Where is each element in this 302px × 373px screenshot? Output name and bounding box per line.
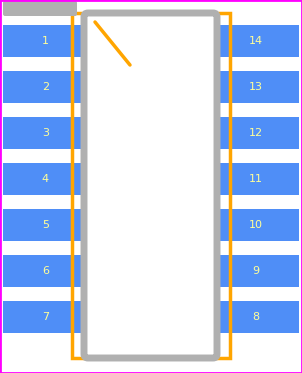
FancyBboxPatch shape xyxy=(3,1,77,16)
Bar xyxy=(213,209,299,241)
Bar xyxy=(213,25,299,57)
Bar xyxy=(3,255,88,287)
Text: 8: 8 xyxy=(252,312,259,322)
Bar xyxy=(213,255,299,287)
Bar xyxy=(213,301,299,333)
Text: 13: 13 xyxy=(249,82,263,92)
Text: 7: 7 xyxy=(42,312,49,322)
Text: 9: 9 xyxy=(252,266,259,276)
Bar xyxy=(3,117,88,149)
Bar xyxy=(3,209,88,241)
Text: 2: 2 xyxy=(42,82,49,92)
Text: 14: 14 xyxy=(249,36,263,46)
Text: 12: 12 xyxy=(249,128,263,138)
Bar xyxy=(213,117,299,149)
Text: 4: 4 xyxy=(42,174,49,184)
FancyBboxPatch shape xyxy=(84,13,217,358)
Bar xyxy=(72,13,230,358)
Bar xyxy=(213,163,299,195)
Text: 1: 1 xyxy=(42,36,49,46)
Text: 11: 11 xyxy=(249,174,263,184)
Text: 6: 6 xyxy=(42,266,49,276)
Bar xyxy=(3,163,88,195)
Text: 5: 5 xyxy=(42,220,49,230)
Text: 3: 3 xyxy=(42,128,49,138)
Text: 10: 10 xyxy=(249,220,263,230)
Bar xyxy=(3,301,88,333)
Bar xyxy=(3,25,88,57)
Bar xyxy=(213,71,299,103)
Bar xyxy=(3,71,88,103)
